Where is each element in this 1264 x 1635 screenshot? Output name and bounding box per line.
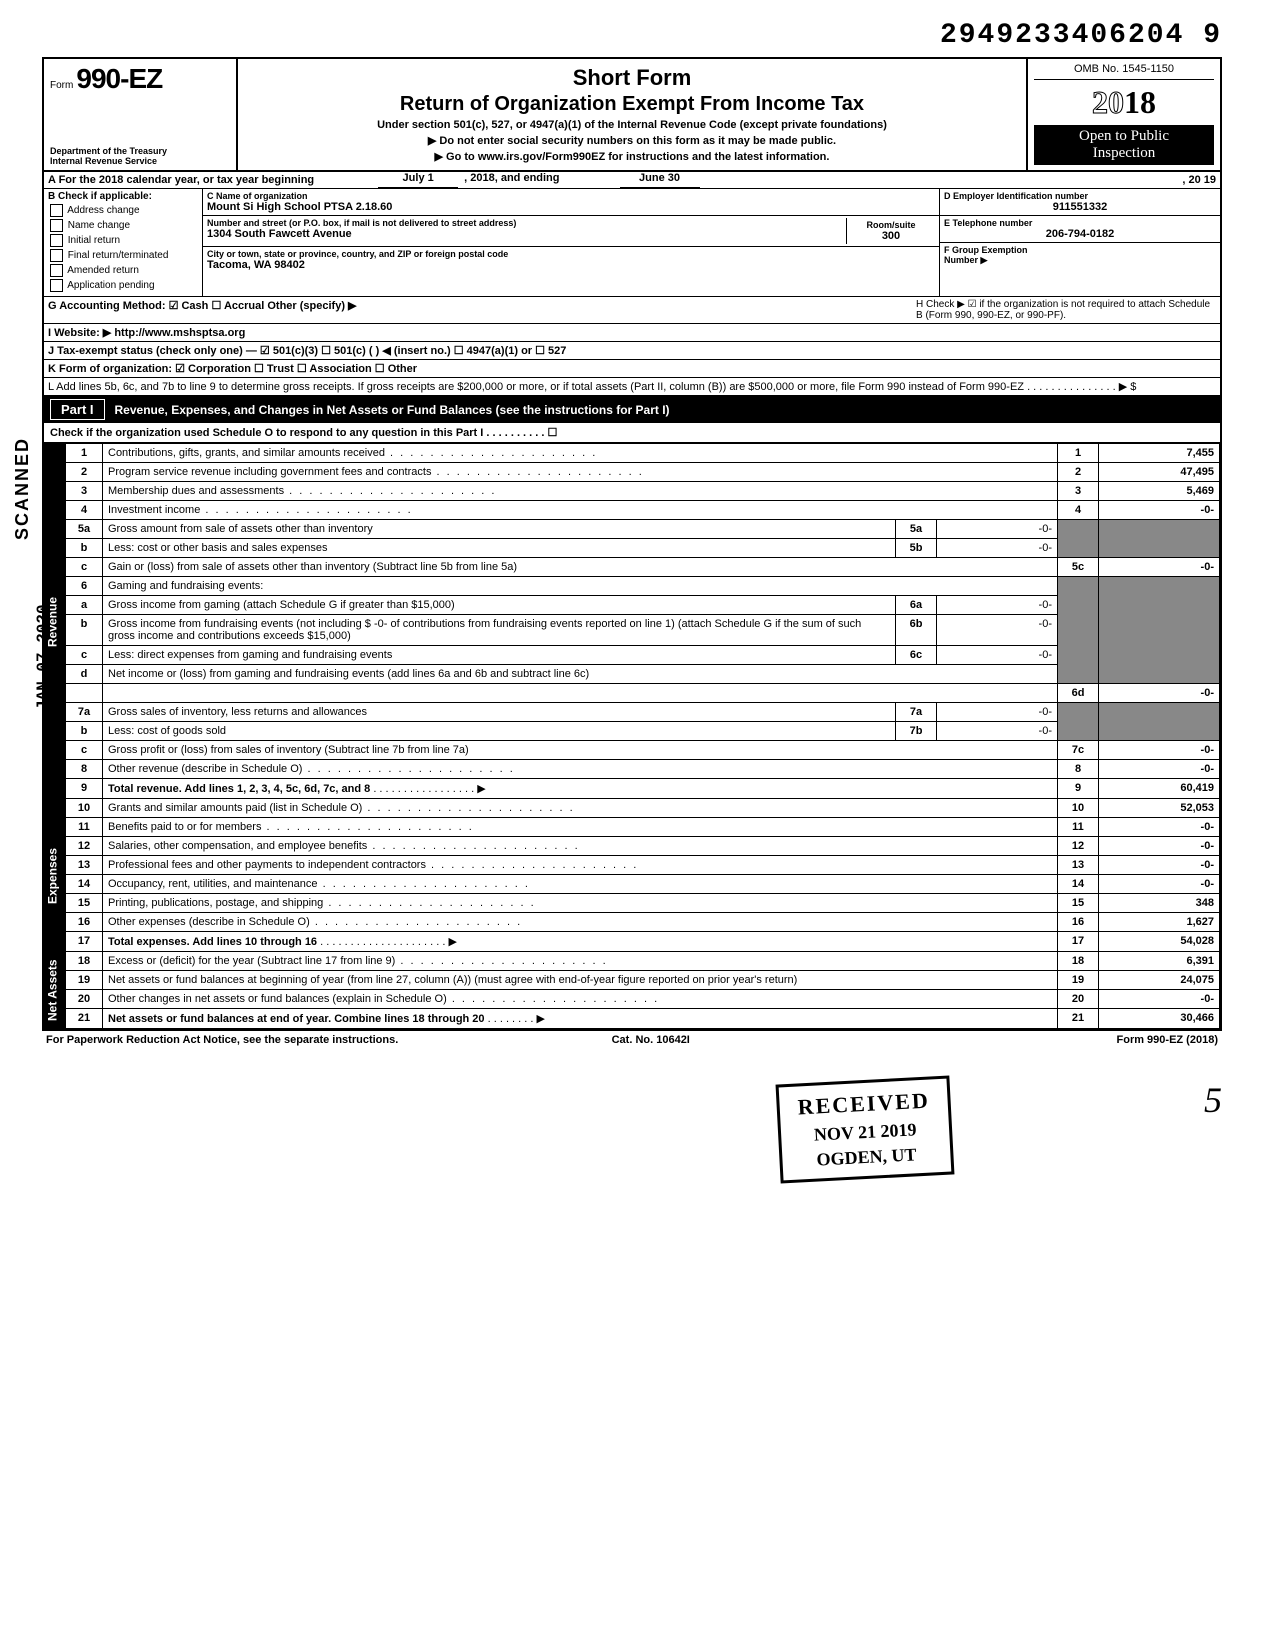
org-name-label: C Name of organization <box>207 191 935 201</box>
inspection: Inspection <box>1038 145 1210 162</box>
cat-no: Cat. No. 10642I <box>612 1034 690 1046</box>
revenue-label: Revenue <box>45 444 66 799</box>
city-state-zip: Tacoma, WA 98402 <box>207 259 935 271</box>
expenses-label: Expenses <box>45 799 66 952</box>
title-subtitle: Under section 501(c), 527, or 4947(a)(1)… <box>244 119 1020 131</box>
part-1-title: Revenue, Expenses, and Changes in Net As… <box>115 403 670 417</box>
part-1-label: Part I <box>50 399 105 420</box>
col-b-checkboxes: B Check if applicable: Address change Na… <box>44 189 203 296</box>
omb-number: OMB No. 1545-1150 <box>1034 63 1214 80</box>
lines-table: Revenue 1Contributions, gifts, grants, a… <box>44 443 1220 1029</box>
page-handwritten-number: 5 <box>42 1079 1222 1121</box>
row-g-accounting: G Accounting Method: ☑ Cash ☐ Accrual Ot… <box>48 299 916 321</box>
open-to-public: Open to Public <box>1038 128 1210 145</box>
ein: 911551332 <box>944 201 1216 213</box>
row-a-tax-year: A For the 2018 calendar year, or tax yea… <box>44 172 1220 189</box>
instr-url: ▶ Go to www.irs.gov/Form990EZ for instru… <box>244 150 1020 163</box>
row-k-form-org: K Form of organization: ☑ Corporation ☐ … <box>48 362 417 375</box>
scanned-stamp: SCANNED <box>12 437 33 540</box>
city-label: City or town, state or province, country… <box>207 249 935 259</box>
room-suite: 300 <box>851 230 931 242</box>
dln-number: 2949233406204 9 <box>42 20 1222 51</box>
row-j-tax-status: J Tax-exempt status (check only one) — ☑… <box>48 344 566 357</box>
title-main: Return of Organization Exempt From Incom… <box>244 93 1020 116</box>
paperwork-notice: For Paperwork Reduction Act Notice, see … <box>46 1034 398 1046</box>
form-number: 990-EZ <box>76 63 162 94</box>
form-prefix: Form <box>50 80 73 91</box>
row-l-gross-receipts: L Add lines 5b, 6c, and 7b to line 9 to … <box>44 378 1220 396</box>
street-address: 1304 South Fawcett Avenue <box>207 228 846 240</box>
dept-treasury: Department of the Treasury Internal Reve… <box>50 146 230 166</box>
phone: 206-794-0182 <box>944 228 1216 240</box>
ein-label: D Employer Identification number <box>944 191 1216 201</box>
form-footer: Form 990-EZ (2018) <box>1117 1034 1218 1046</box>
title-short-form: Short Form <box>244 65 1020 91</box>
check-schedule-o: Check if the organization used Schedule … <box>44 423 1220 443</box>
instr-ssn: ▶ Do not enter social security numbers o… <box>244 134 1020 147</box>
group-exemption-number: Number ▶ <box>944 255 1216 266</box>
received-stamp: RECEIVED NOV 21 2019 OGDEN, UT <box>775 1076 954 1184</box>
room-label: Room/suite <box>851 220 931 230</box>
addr-label: Number and street (or P.O. box, if mail … <box>207 218 846 228</box>
org-name: Mount Si High School PTSA 2.18.60 <box>207 201 935 213</box>
net-assets-label: Net Assets <box>45 952 66 1029</box>
group-exemption-label: F Group Exemption <box>944 245 1216 255</box>
tax-year: 2018 <box>1034 84 1214 121</box>
row-i-website: I Website: ▶ http://www.mshsptsa.org <box>48 326 245 339</box>
row-h-schedule-b: H Check ▶ ☑ if the organization is not r… <box>916 299 1216 321</box>
phone-label: E Telephone number <box>944 218 1216 228</box>
